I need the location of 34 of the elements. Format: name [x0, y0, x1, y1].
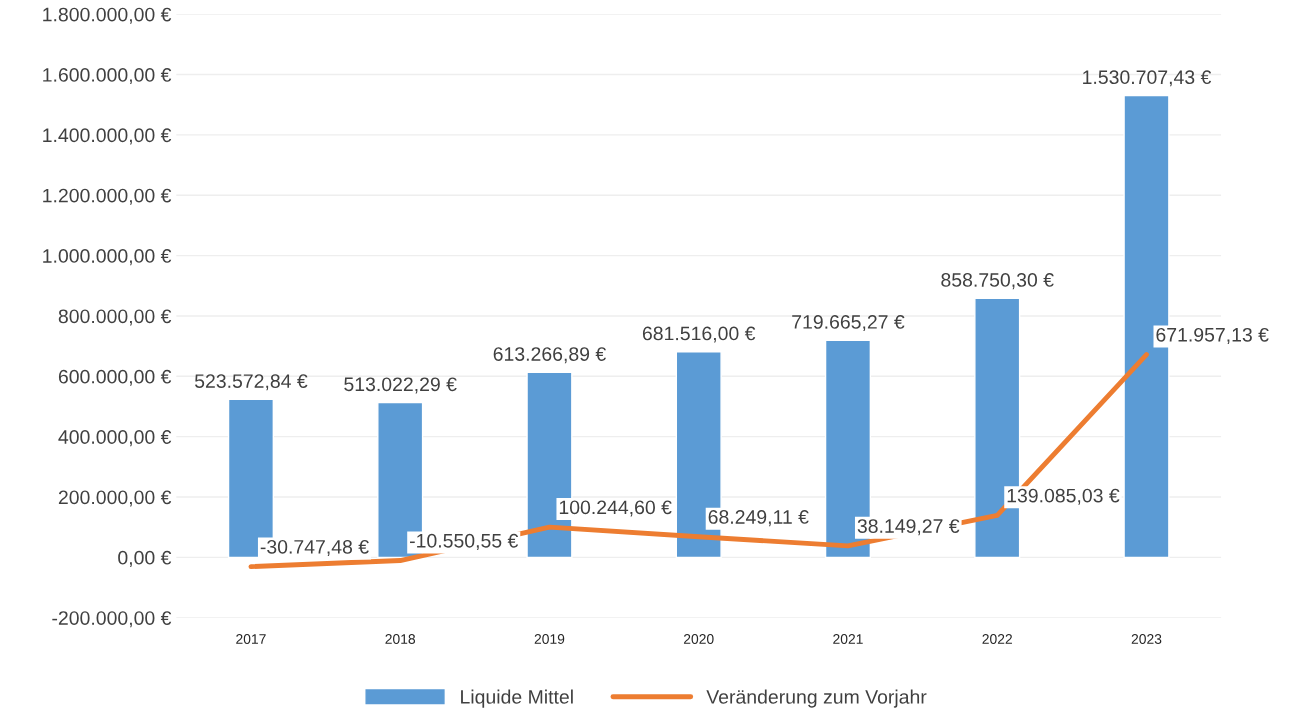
y-tick-label: 400.000,00 €: [58, 430, 172, 447]
data-label: 38.149,27 €: [857, 519, 960, 536]
y-tick-label: 200.000,00 €: [58, 490, 172, 507]
x-tick-label: 2019: [534, 634, 565, 644]
y-tick-label: 1.800.000,00 €: [43, 7, 172, 24]
data-label: 68.249,11 €: [708, 510, 809, 527]
y-tick-label: 0,00 €: [118, 550, 172, 567]
data-label: 681.516,00 €: [642, 326, 756, 343]
x-tick-label: 2020: [683, 634, 714, 644]
y-tick-label: -200.000,00 €: [52, 611, 172, 628]
x-tick-label: 2018: [385, 634, 416, 644]
x-tick-label: 2021: [833, 634, 863, 644]
legend-label: Veränderung zum Vorjahr: [706, 689, 927, 708]
y-tick-label: 1.200.000,00 €: [43, 188, 172, 205]
data-label: 1.530.707,43 €: [1083, 70, 1212, 87]
data-label: 613.266,89 €: [493, 347, 606, 364]
data-label: 523.572,84 €: [194, 374, 308, 391]
data-label: 139.085,03 €: [1007, 488, 1120, 505]
y-tick-label: 600.000,00 €: [58, 369, 172, 386]
data-label: 100.244,60 €: [559, 500, 672, 517]
data-label: 858.750,30 €: [941, 273, 1054, 290]
y-tick-label: 1.400.000,00 €: [43, 128, 172, 145]
data-label: -30.747,48 €: [260, 539, 369, 557]
legend-label: Liquide Mittel: [461, 689, 573, 708]
y-tick-label: 1.600.000,00 €: [43, 68, 172, 85]
y-tick-label: 800.000,00 €: [58, 309, 172, 326]
data-label: -10.550,55 €: [410, 533, 519, 550]
y-tick-label: 1.000.000,00 €: [43, 249, 172, 266]
x-tick-label: 2017: [236, 634, 266, 644]
data-label: 513.022,29 €: [344, 377, 457, 394]
x-tick-label: 2023: [1131, 634, 1162, 644]
data-label: 671.957,13 €: [1156, 327, 1269, 344]
x-tick-label: 2022: [982, 634, 1012, 644]
data-label: 719.665,27 €: [792, 315, 905, 332]
